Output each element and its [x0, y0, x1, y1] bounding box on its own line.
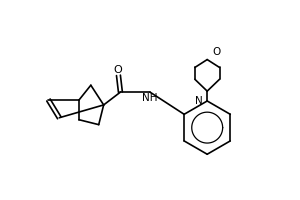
Text: NH: NH — [142, 93, 158, 103]
Text: O: O — [212, 47, 220, 57]
Text: O: O — [113, 65, 122, 75]
Text: N: N — [194, 96, 202, 106]
